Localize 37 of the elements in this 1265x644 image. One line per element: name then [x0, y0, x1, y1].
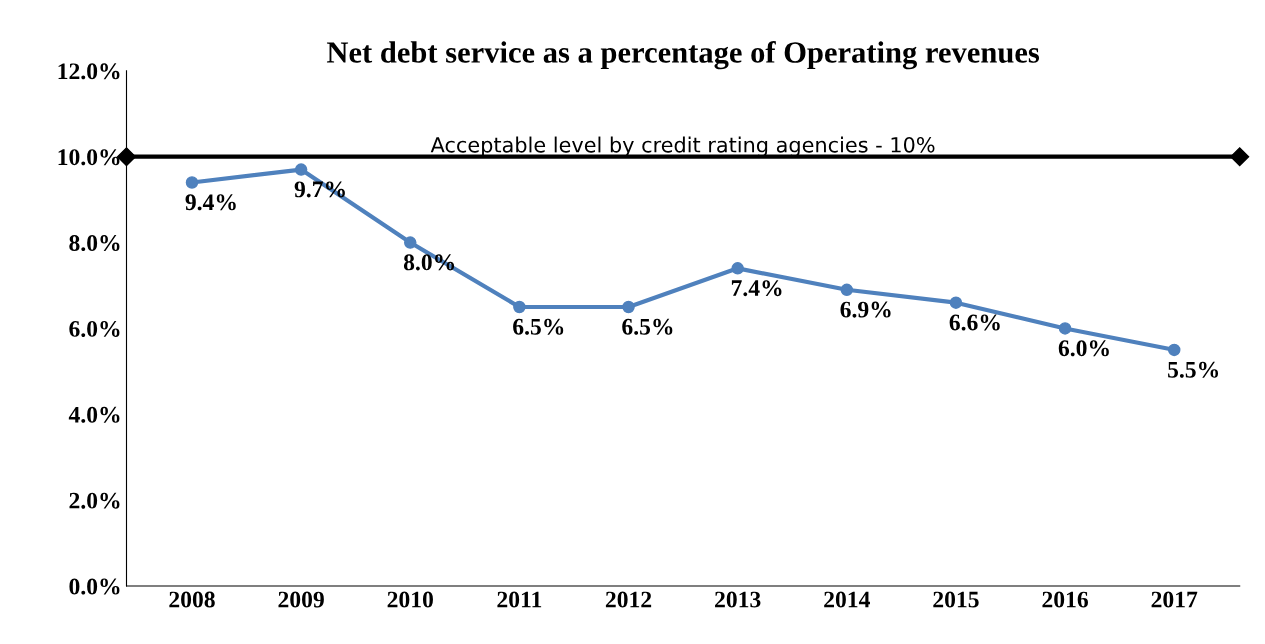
data-label: 6.0% — [1058, 340, 1109, 357]
x-tick-label: 2009 — [278, 591, 324, 608]
x-tick-label: 2011 — [497, 591, 542, 608]
point — [731, 262, 744, 275]
x-tick-label: 2016 — [1042, 591, 1088, 608]
x-tick-label: 2010 — [387, 591, 433, 608]
data-label: 6.9% — [840, 301, 891, 318]
y-tick-label: 12.0% — [58, 63, 120, 80]
ref-line-label: Acceptable level by credit rating agencies - 10% — [430, 136, 935, 157]
point — [840, 283, 854, 297]
point — [949, 296, 963, 309]
point — [185, 176, 199, 189]
y-tick-label: 6.0% — [69, 320, 120, 337]
y-tick-label: 4.0% — [68, 406, 120, 423]
data-label: 6.6% — [949, 314, 1000, 331]
data-label: 5.5% — [1168, 361, 1219, 378]
data-label: 9.4% — [185, 194, 236, 211]
data-label: 6.5% — [513, 318, 564, 335]
y-tick-label: 8.0% — [69, 235, 120, 252]
point — [294, 163, 308, 176]
data-label: 7.4% — [731, 280, 782, 297]
x-tick-label: 2013 — [715, 591, 761, 608]
point — [404, 236, 417, 249]
point — [622, 300, 635, 314]
chart-title: Net debt service as a percentage of Operating revenues — [326, 40, 1040, 70]
point — [1167, 343, 1181, 357]
y-tick-label: 10.0% — [58, 149, 120, 166]
x-tick-label: 2012 — [605, 591, 652, 608]
y-tick-label: 0.0% — [69, 578, 120, 595]
x-tick-label: 2017 — [1151, 591, 1198, 608]
x-tick-label: 2015 — [933, 591, 979, 608]
x-tick-label: 2008 — [169, 591, 215, 608]
point — [1058, 322, 1072, 335]
data-label: 6.5% — [622, 318, 673, 335]
x-tick-label: 2014 — [824, 591, 870, 608]
point — [513, 300, 526, 314]
y-tick-label: 2.0% — [69, 492, 120, 509]
